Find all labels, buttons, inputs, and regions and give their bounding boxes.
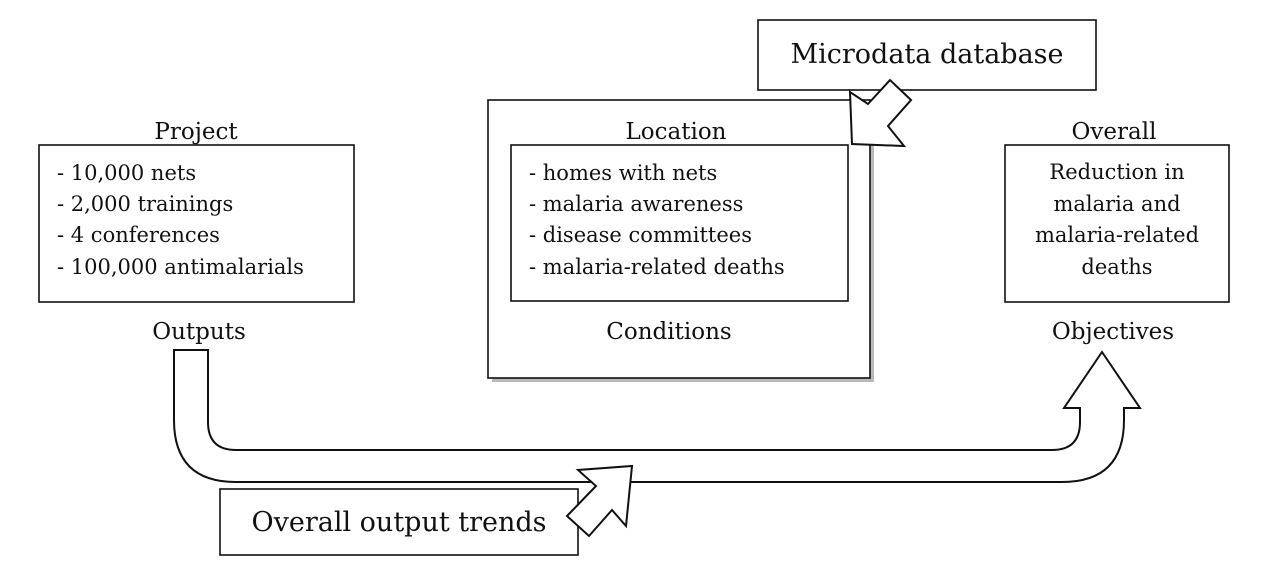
location-caption: Conditions: [606, 319, 731, 345]
microdata-database-label: Microdata database: [790, 39, 1063, 70]
overall-line-2: malaria and: [1053, 192, 1180, 216]
project-caption: Outputs: [152, 319, 246, 345]
project-title: Project: [154, 119, 238, 145]
overall-line-1: Reduction in: [1049, 160, 1184, 184]
overall-caption: Objectives: [1052, 319, 1174, 345]
project-item-3: - 4 conferences: [57, 223, 220, 247]
location-title: Location: [626, 119, 727, 145]
project-item-2: - 2,000 trainings: [57, 192, 233, 216]
location-item-1: - homes with nets: [529, 161, 717, 185]
project-item-4: - 100,000 antimalarials: [57, 255, 304, 279]
outputs-to-objectives-arrow: [173, 349, 1142, 483]
location-item-4: - malaria-related deaths: [529, 255, 785, 279]
overall-box: [1004, 144, 1230, 303]
output-trends-box: [219, 488, 579, 556]
project-list-box: [38, 144, 355, 303]
output-trends-label: Overall output trends: [251, 507, 546, 538]
overall-line-3: malaria-related: [1035, 223, 1199, 247]
microdata-arrow: [848, 78, 913, 148]
location-item-3: - disease committees: [529, 223, 752, 247]
microdata-database-box: [757, 19, 1097, 91]
location-item-2: - malaria awareness: [529, 192, 743, 216]
trends-arrow: [565, 464, 634, 538]
overall-line-4: deaths: [1081, 255, 1152, 279]
overall-title: Overall: [1072, 119, 1157, 145]
location-list-box: [510, 144, 849, 302]
project-item-1: - 10,000 nets: [57, 161, 196, 185]
